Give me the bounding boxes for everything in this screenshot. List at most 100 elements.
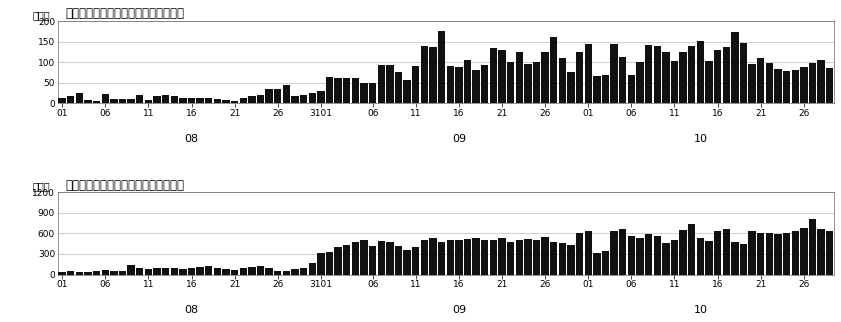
Text: 08: 08 [184, 305, 198, 315]
Bar [800, 67, 807, 103]
Bar [775, 69, 781, 103]
Bar [197, 267, 204, 274]
Bar [455, 67, 463, 103]
Bar [335, 78, 341, 103]
Bar [481, 65, 489, 103]
Bar [464, 239, 471, 274]
Text: 10: 10 [693, 134, 707, 144]
Text: 孤立型微動の日別回数（中屳西山腹）: 孤立型微動の日別回数（中屳西山腹） [66, 179, 184, 192]
Bar [817, 229, 825, 274]
Bar [473, 238, 480, 274]
Bar [119, 271, 126, 274]
Bar [136, 268, 144, 274]
Bar [611, 231, 618, 274]
Bar [499, 238, 505, 274]
Text: 09: 09 [452, 134, 466, 144]
Bar [67, 96, 75, 103]
Bar [360, 240, 368, 274]
Bar [352, 242, 359, 274]
Bar [775, 234, 781, 274]
Bar [765, 63, 773, 103]
Bar [706, 241, 712, 274]
Bar [59, 272, 66, 274]
Bar [369, 246, 376, 274]
Bar [489, 48, 497, 103]
Bar [627, 75, 635, 103]
Bar [680, 230, 687, 274]
Bar [59, 98, 66, 103]
Bar [619, 57, 627, 103]
Bar [171, 268, 178, 274]
Bar [489, 240, 497, 274]
Bar [533, 240, 540, 274]
Bar [619, 229, 627, 274]
Bar [240, 98, 247, 103]
Bar [550, 37, 558, 103]
Bar [102, 94, 109, 103]
Bar [576, 52, 584, 103]
Bar [662, 52, 669, 103]
Bar [696, 41, 704, 103]
Bar [128, 265, 135, 274]
Bar [757, 58, 764, 103]
Bar [809, 63, 816, 103]
Bar [637, 238, 643, 274]
Bar [188, 268, 195, 274]
Bar [507, 242, 515, 274]
Bar [542, 237, 549, 274]
Bar [162, 268, 169, 274]
Bar [800, 228, 807, 274]
Bar [274, 89, 282, 103]
Bar [671, 61, 678, 103]
Bar [791, 231, 799, 274]
Bar [558, 243, 566, 274]
Bar [76, 93, 83, 103]
Text: （回）: （回） [33, 182, 50, 192]
Bar [343, 79, 351, 103]
Bar [153, 96, 161, 103]
Bar [550, 242, 558, 274]
Bar [706, 61, 712, 103]
Bar [420, 240, 428, 274]
Bar [317, 253, 325, 274]
Bar [205, 98, 213, 103]
Bar [179, 269, 187, 274]
Bar [748, 64, 756, 103]
Bar [300, 95, 307, 103]
Bar [102, 270, 109, 274]
Bar [257, 266, 264, 274]
Bar [430, 238, 436, 274]
Bar [257, 95, 264, 103]
Bar [447, 66, 454, 103]
Bar [533, 62, 540, 103]
Bar [412, 247, 420, 274]
Bar [568, 72, 574, 103]
Bar [360, 82, 368, 103]
Bar [430, 47, 436, 103]
Bar [524, 64, 532, 103]
Bar [412, 66, 420, 103]
Text: 08: 08 [184, 134, 198, 144]
Bar [179, 98, 187, 103]
Bar [317, 91, 325, 103]
Bar [740, 244, 747, 274]
Bar [110, 271, 118, 274]
Bar [283, 85, 290, 103]
Bar [266, 268, 272, 274]
Bar [274, 271, 282, 274]
Bar [291, 269, 299, 274]
Bar [714, 50, 722, 103]
Bar [197, 98, 204, 103]
Text: 10: 10 [693, 305, 707, 315]
Bar [645, 45, 653, 103]
Bar [214, 99, 221, 103]
Bar [136, 95, 144, 103]
Bar [602, 251, 609, 274]
Bar [231, 270, 238, 274]
Bar [817, 60, 825, 103]
Bar [145, 100, 152, 103]
Bar [516, 240, 523, 274]
Bar [731, 242, 738, 274]
Bar [438, 242, 445, 274]
Bar [748, 231, 756, 274]
